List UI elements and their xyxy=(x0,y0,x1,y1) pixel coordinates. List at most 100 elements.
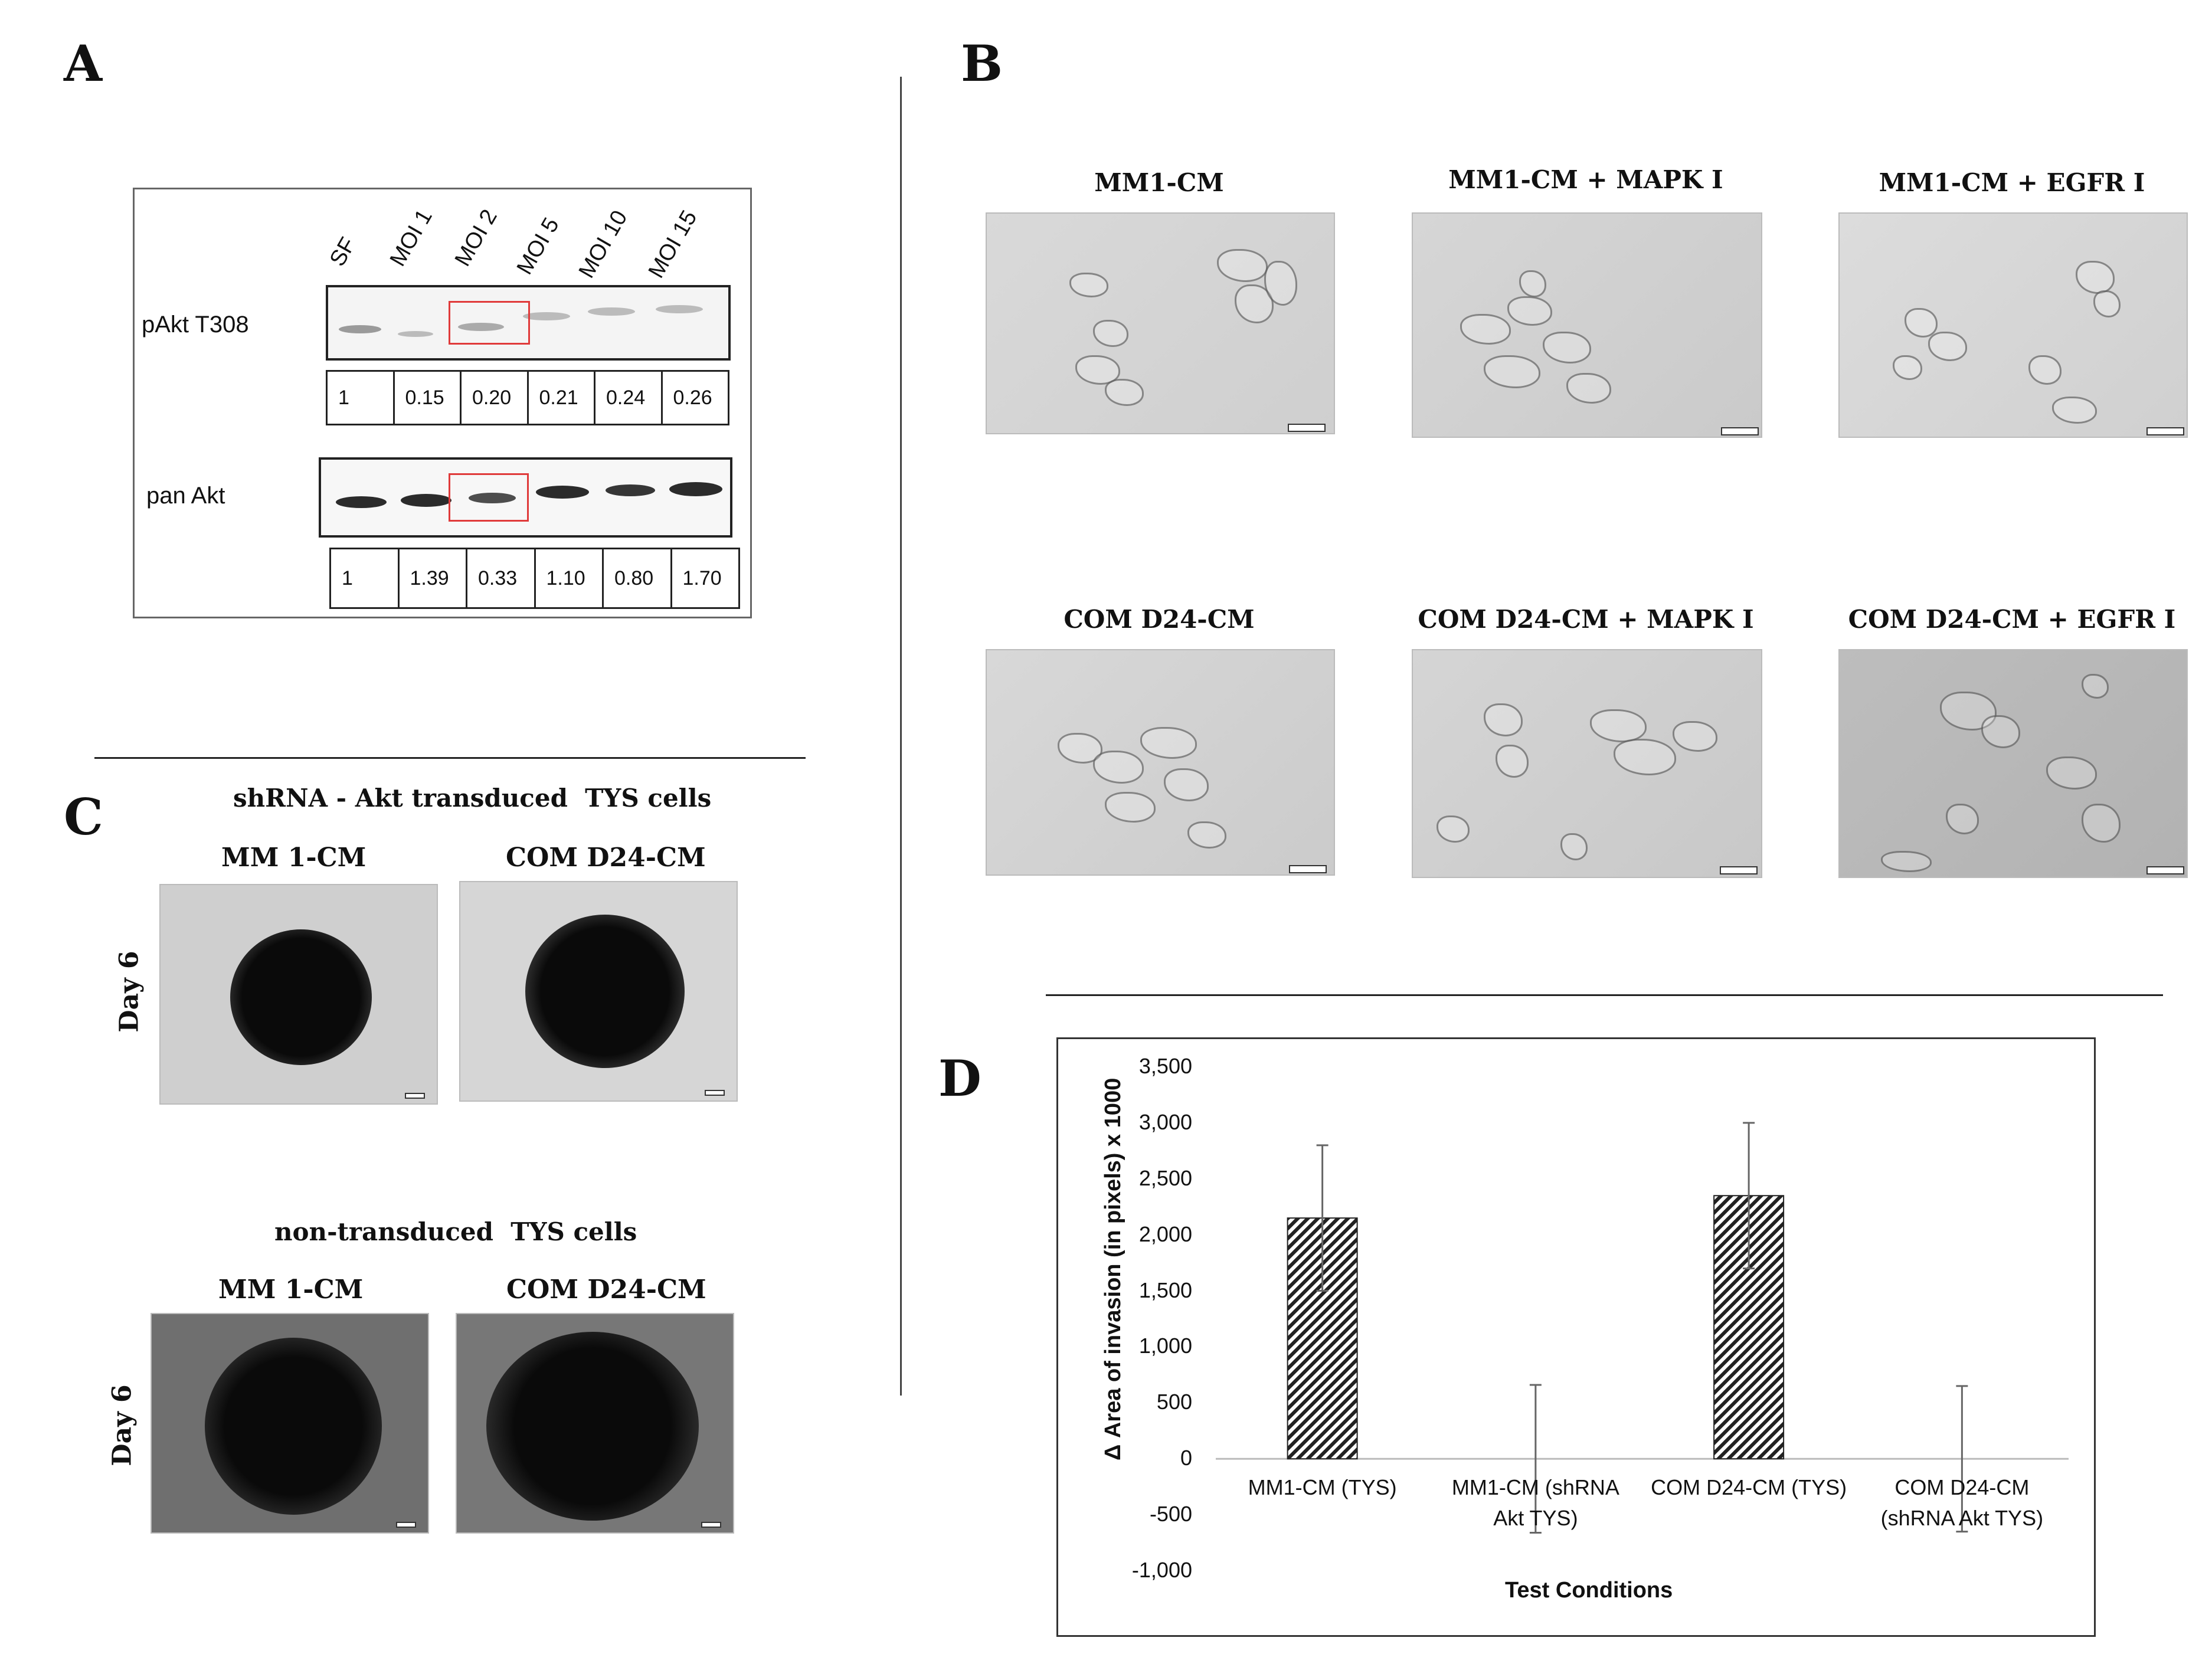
y-tick-label: 1,000 xyxy=(1138,1334,1192,1358)
x-category-line: (shRNA Akt TYS) xyxy=(1880,1506,2044,1530)
scale-bar xyxy=(1720,866,1758,874)
x-category-label: COM D24-CM (shRNA Akt TYS) xyxy=(1838,1472,2086,1534)
spheroid xyxy=(205,1338,382,1515)
cell xyxy=(2093,290,2121,317)
x-category-line: COM D24-CM (TYS) xyxy=(1651,1475,1847,1499)
quant-cell: 0.21 xyxy=(526,372,594,424)
quant-cell: 0.24 xyxy=(594,372,661,424)
micrograph-title: COM D24-CM + EGFR I xyxy=(1848,605,2176,634)
cell xyxy=(1566,373,1611,404)
cell xyxy=(2082,804,2121,843)
cell xyxy=(1437,815,1470,843)
band xyxy=(458,323,504,331)
y-tick-label: 2,000 xyxy=(1138,1221,1192,1246)
cell xyxy=(1164,768,1209,801)
scale-bar xyxy=(1288,424,1326,432)
band xyxy=(606,484,655,496)
y-tick-label: 0 xyxy=(1180,1446,1192,1470)
blot-row-label-panakt: pan Akt xyxy=(146,483,225,509)
cell xyxy=(1264,261,1297,306)
divider-b-d xyxy=(1046,994,2163,996)
micrograph-title: MM1-CM xyxy=(1094,168,1224,197)
chart-y-axis-label: Δ Area of invasion (in pixels) x 1000 xyxy=(1101,1077,1125,1460)
band xyxy=(669,482,722,496)
cell xyxy=(1946,804,1979,834)
cell xyxy=(1905,308,1938,338)
spheroid-image-shrna-mm1 xyxy=(159,884,438,1105)
spheroid-image-shrna-comd24 xyxy=(459,881,738,1102)
quant-cell: 0.80 xyxy=(602,549,670,607)
band xyxy=(523,312,570,320)
spheroid xyxy=(525,915,685,1068)
micrograph-com-d24-cm-mapk xyxy=(1412,649,1762,878)
spheroid-group1-title: shRNA - Akt transduced TYS cells xyxy=(233,784,712,813)
quant-cell: 1.39 xyxy=(397,549,466,607)
band xyxy=(339,325,381,333)
spheroid-group2-title: non-transduced TYS cells xyxy=(274,1217,637,1246)
panel-c-letter: C xyxy=(64,788,103,846)
cell xyxy=(1543,332,1591,363)
micrograph-mm1-cm xyxy=(986,212,1335,434)
scale-bar xyxy=(405,1093,425,1099)
scale-bar xyxy=(705,1090,725,1096)
x-category-line: COM D24-CM xyxy=(1894,1475,2030,1499)
cell xyxy=(1928,332,1967,361)
y-tick-label: 1,500 xyxy=(1138,1278,1192,1302)
panel-d-letter: D xyxy=(938,1049,981,1108)
quant-cell: 0.26 xyxy=(660,372,728,424)
micrograph-mm1-cm-mapk xyxy=(1412,212,1762,438)
cell xyxy=(2076,261,2115,294)
scale-bar xyxy=(2146,866,2184,874)
panel-b-letter: B xyxy=(961,34,1003,93)
cell xyxy=(1105,379,1144,406)
cell xyxy=(2052,397,2097,424)
quant-cell: 0.15 xyxy=(392,372,460,424)
x-category-line: MM1-CM (shRNA xyxy=(1451,1475,1619,1499)
cell xyxy=(1614,739,1676,775)
cell xyxy=(1093,751,1144,784)
cell xyxy=(1217,249,1268,282)
y-tick-label: 3,500 xyxy=(1138,1054,1192,1078)
cell xyxy=(1235,284,1274,323)
spheroid xyxy=(230,929,372,1065)
vertical-divider xyxy=(900,77,902,1396)
micrograph-title: COM D24-CM + MAPK I xyxy=(1418,605,1754,634)
band xyxy=(401,494,451,507)
band xyxy=(469,493,516,503)
y-tick-label: 500 xyxy=(1156,1390,1192,1414)
x-category-label: COM D24-CM (TYS) xyxy=(1625,1472,1873,1503)
band xyxy=(398,331,433,337)
micrograph-title: MM1-CM + EGFR I xyxy=(1879,168,2145,197)
quant-cell: 1 xyxy=(342,566,353,589)
cell xyxy=(1140,727,1197,759)
scale-bar xyxy=(701,1522,721,1528)
spheroid-col-label: MM 1-CM xyxy=(221,843,367,873)
cell xyxy=(1507,296,1552,326)
cell xyxy=(1590,709,1647,742)
divider-a-c xyxy=(94,757,806,759)
quant-cell: 0.33 xyxy=(466,549,534,607)
micrograph-com-d24-cm-egfr xyxy=(1838,649,2188,878)
cell xyxy=(1519,270,1546,297)
cell xyxy=(1560,833,1588,860)
band xyxy=(588,307,635,316)
blot-row-label-pakt: pAkt T308 xyxy=(142,312,249,338)
cell xyxy=(1484,355,1540,388)
chart-frame xyxy=(1056,1037,2096,1637)
y-tick-label: -1,000 xyxy=(1131,1558,1192,1582)
chart-x-axis-label: Test Conditions xyxy=(1505,1578,1673,1603)
western-blot-frame xyxy=(133,188,752,618)
quant-cell: 1.10 xyxy=(534,549,603,607)
spheroid-col-label: COM D24-CM xyxy=(506,1275,706,1305)
band xyxy=(336,496,387,508)
x-category-line: MM1-CM (TYS) xyxy=(1248,1475,1397,1499)
cell xyxy=(1093,320,1128,347)
cell xyxy=(2082,674,2109,699)
cell xyxy=(1893,355,1922,380)
scale-bar xyxy=(396,1522,416,1528)
pakt-quant-row: 1 0.15 0.20 0.21 0.24 0.26 xyxy=(326,370,729,425)
spheroid-col-label: COM D24-CM xyxy=(506,843,706,873)
y-tick-label: 3,000 xyxy=(1138,1109,1192,1134)
cell xyxy=(1673,721,1717,752)
quant-cell: 1.70 xyxy=(670,549,739,607)
